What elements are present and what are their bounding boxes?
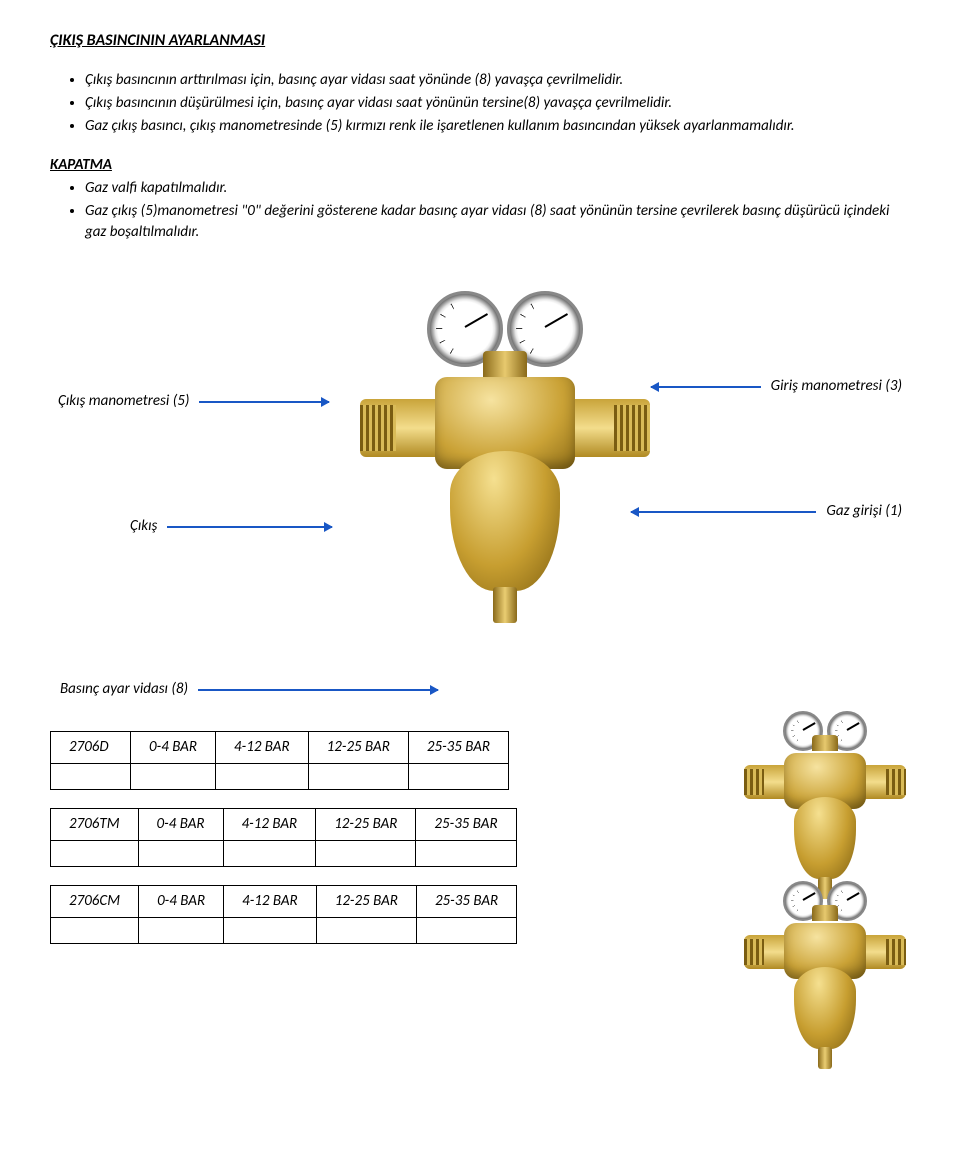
spec-table-2706cm: 2706CM 0-4 BAR 4-12 BAR 12-25 BAR 25-35 … [50,885,517,944]
callout-label: Giriş manometresi (3) [771,376,902,397]
callout-label: Basınç ayar vidası (8) [60,679,188,700]
range-cell: 12-25 BAR [316,809,416,841]
shutdown-bullet: Gaz çıkış (5)manometresi "0" değerini gö… [85,201,910,243]
table-row: 2706CM 0-4 BAR 4-12 BAR 12-25 BAR 25-35 … [51,886,517,918]
arrow-icon [199,401,329,403]
range-cell: 0-4 BAR [138,809,223,841]
bowl-icon [450,451,560,591]
range-cell: 25-35 BAR [416,809,516,841]
callout-outlet: Çıkış [130,516,332,537]
range-cell: 0-4 BAR [131,732,216,764]
outlet-port-icon [360,399,446,457]
range-cell: 12-25 BAR [308,732,408,764]
heading-shutdown: KAPATMA [50,155,910,176]
shutdown-bullet-list: Gaz valfi kapatılmalıdır. Gaz çıkış (5)m… [50,178,910,243]
regulator-main [370,291,640,503]
gauge-stem-icon [483,351,527,377]
heading-output-pressure: ÇIKIŞ BASINCININ AYARLANMASI [50,30,910,52]
model-cell: 2706TM [51,809,139,841]
spec-tables-area: 2706D 0-4 BAR 4-12 BAR 12-25 BAR 25-35 B… [50,731,910,944]
regulator-thumb-2706cm [750,881,900,997]
model-cell: 2706D [51,732,131,764]
intro-bullet: Çıkış basıncının arttırılması için, bası… [85,70,910,91]
inlet-port-icon [564,399,650,457]
range-cell: 4-12 BAR [216,732,309,764]
model-cell: 2706CM [51,886,139,918]
range-cell: 0-4 BAR [139,886,224,918]
table-row: 2706TM 0-4 BAR 4-12 BAR 12-25 BAR 25-35 … [51,809,517,841]
table-row [51,764,509,790]
spec-table-2706tm: 2706TM 0-4 BAR 4-12 BAR 12-25 BAR 25-35 … [50,808,517,867]
callout-adjust-screw: Basınç ayar vidası (8) [60,679,438,700]
callout-label: Gaz girişi (1) [826,501,902,522]
callout-output-manometer: Çıkış manometresi (5) [58,391,329,412]
spec-table-2706d: 2706D 0-4 BAR 4-12 BAR 12-25 BAR 25-35 B… [50,731,509,790]
arrow-icon [651,386,761,388]
table-row [51,841,517,867]
callout-gas-inlet: Gaz girişi (1) [631,501,902,522]
arrow-icon [198,689,438,691]
intro-bullet: Çıkış basıncının düşürülmesi için, basın… [85,93,910,114]
range-cell: 25-35 BAR [408,732,508,764]
callout-input-manometer: Giriş manometresi (3) [651,376,902,397]
range-cell: 4-12 BAR [224,886,317,918]
intro-bullet-list: Çıkış basıncının arttırılması için, bası… [50,70,910,137]
arrow-icon [631,511,816,513]
shutdown-bullet: Gaz valfi kapatılmalıdır. [85,178,910,199]
regulator-body-icon [370,353,640,503]
intro-bullet: Gaz çıkış basıncı, çıkış manometresinde … [85,116,910,137]
regulator-thumb-2706tm [750,711,900,827]
arrow-icon [167,526,332,528]
table-row [51,918,517,944]
range-cell: 4-12 BAR [223,809,316,841]
regulator-diagram: Çıkış manometresi (5) Giriş manometresi … [50,261,910,721]
callout-label: Çıkış manometresi (5) [58,391,189,412]
callout-label: Çıkış [130,516,157,537]
adjust-screw-icon [493,587,517,623]
range-cell: 12-25 BAR [316,886,416,918]
table-row: 2706D 0-4 BAR 4-12 BAR 12-25 BAR 25-35 B… [51,732,509,764]
range-cell: 25-35 BAR [416,886,516,918]
